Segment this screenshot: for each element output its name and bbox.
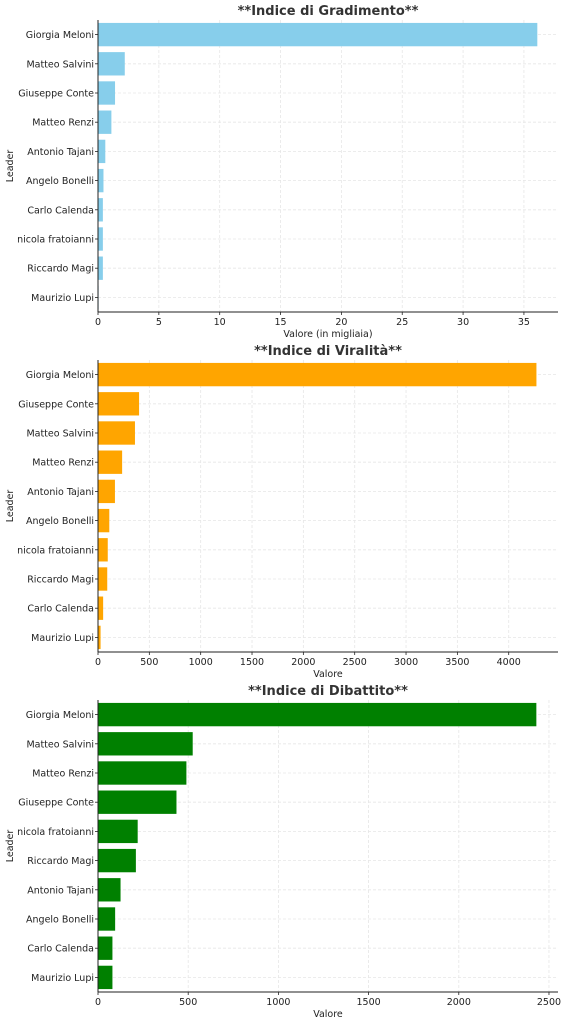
category-label: Matteo Renzi [32,458,94,469]
x-tick-label: 2000 [447,997,471,1008]
bar-maurizio-lupi [98,625,101,650]
x-tick-label: 30 [457,317,469,328]
category-label: Maurizio Lupi [31,293,94,304]
x-axis-label: Valore (in migliaia) [283,329,372,340]
x-tick-label: 500 [179,997,197,1008]
bar-riccardo-magi [98,848,136,873]
y-axis-label: Leader [5,490,16,523]
bar-carlo-calenda [98,198,103,222]
category-label: Giorgia Meloni [26,30,94,41]
bar-giorgia-meloni [98,362,537,387]
x-tick-label: 1000 [266,997,290,1008]
bar-riccardo-magi [98,256,103,280]
category-label: Carlo Calenda [27,205,94,216]
category-label: Matteo Renzi [32,769,94,780]
category-label: Matteo Salvini [26,59,94,70]
bar-angelo-bonelli [98,907,116,931]
category-label: Angelo Bonelli [26,176,94,187]
category-label: Antonio Tajani [27,885,94,896]
x-tick-label: 10 [214,317,226,328]
category-label: Riccardo Magi [27,264,94,275]
x-tick-label: 1500 [240,657,264,668]
category-label: Riccardo Magi [27,575,94,586]
chart-title: **Indice di Viralità** [254,344,402,359]
category-label: Giorgia Meloni [26,710,94,721]
category-label: Matteo Renzi [32,118,94,129]
category-label: Carlo Calenda [27,944,94,955]
x-tick-label: 4000 [497,657,521,668]
category-label: nicola fratoianni [17,235,94,246]
x-tick-label: 15 [274,317,286,328]
bar-antonio-tajani [98,479,115,504]
bar-maurizio-lupi [98,965,113,990]
x-tick-label: 0 [95,997,101,1008]
bar-nicola-fratoianni [98,227,103,251]
x-tick-label: 500 [140,657,158,668]
bar-giuseppe-conte [98,392,140,416]
x-tick-label: 35 [518,317,530,328]
x-axis-label: Valore [313,669,343,680]
x-tick-label: 25 [396,317,408,328]
y-axis-label: Leader [5,150,16,183]
y-axis-label: Leader [5,830,16,863]
bar-angelo-bonelli [98,168,104,193]
bar-matteo-renzi [98,450,123,474]
bar-matteo-renzi [98,110,112,134]
bar-giuseppe-conte [98,81,116,105]
x-tick-label: 3500 [445,657,469,668]
bar-antonio-tajani [98,139,106,164]
bar-angelo-bonelli [98,508,110,533]
x-tick-label: 0 [95,657,101,668]
category-label: Giuseppe Conte [18,89,94,100]
category-label: Matteo Salvini [26,739,94,750]
bar-matteo-salvini [98,52,125,76]
category-label: Antonio Tajani [27,487,94,498]
bar-carlo-calenda [98,596,104,620]
x-tick-label: 2500 [343,657,367,668]
x-tick-label: 1500 [356,997,380,1008]
bar-matteo-salvini [98,421,135,445]
x-tick-label: 20 [335,317,347,328]
bar-nicola-fratoianni [98,538,108,562]
category-label: Maurizio Lupi [31,973,94,984]
chart-panel-3: Giorgia Meloni Matteo Salvini Matteo Renzi… [5,684,561,1020]
x-tick-label: 0 [95,317,101,328]
chart-title: **Indice di Dibattito** [248,684,408,699]
category-label: nicola fratoianni [17,545,94,556]
chart-panel-2: Giorgia Meloni Giuseppe Conte Matteo Salvi… [5,344,558,680]
x-tick-label: 1000 [189,657,213,668]
category-label: Carlo Calenda [27,604,94,615]
x-axis-label: Valore [313,1009,343,1020]
bar-giorgia-meloni [98,702,537,727]
category-label: Antonio Tajani [27,147,94,158]
category-label: Maurizio Lupi [31,633,94,644]
category-label: Matteo Salvini [26,429,94,440]
bar-matteo-renzi [98,761,187,785]
x-tick-label: 2000 [291,657,315,668]
category-label: Giorgia Meloni [26,370,94,381]
chart-panel-1: Giorgia Meloni Matteo Salvini Giuseppe Con… [5,4,558,340]
bar-giorgia-meloni [98,22,538,47]
category-label: nicola fratoianni [17,827,94,838]
category-label: Giuseppe Conte [18,798,94,809]
x-tick-label: 3000 [394,657,418,668]
bar-carlo-calenda [98,936,113,960]
bar-nicola-fratoianni [98,819,138,844]
category-label: Angelo Bonelli [26,516,94,527]
bar-riccardo-magi [98,567,108,591]
bar-antonio-tajani [98,878,121,902]
bar-giuseppe-conte [98,790,177,814]
category-label: Angelo Bonelli [26,915,94,926]
x-tick-label: 5 [156,317,162,328]
category-label: Riccardo Magi [27,856,94,867]
chart-title: **Indice di Gradimento** [238,4,419,19]
x-tick-label: 2500 [537,997,561,1008]
category-label: Giuseppe Conte [18,399,94,410]
bar-matteo-salvini [98,732,193,756]
